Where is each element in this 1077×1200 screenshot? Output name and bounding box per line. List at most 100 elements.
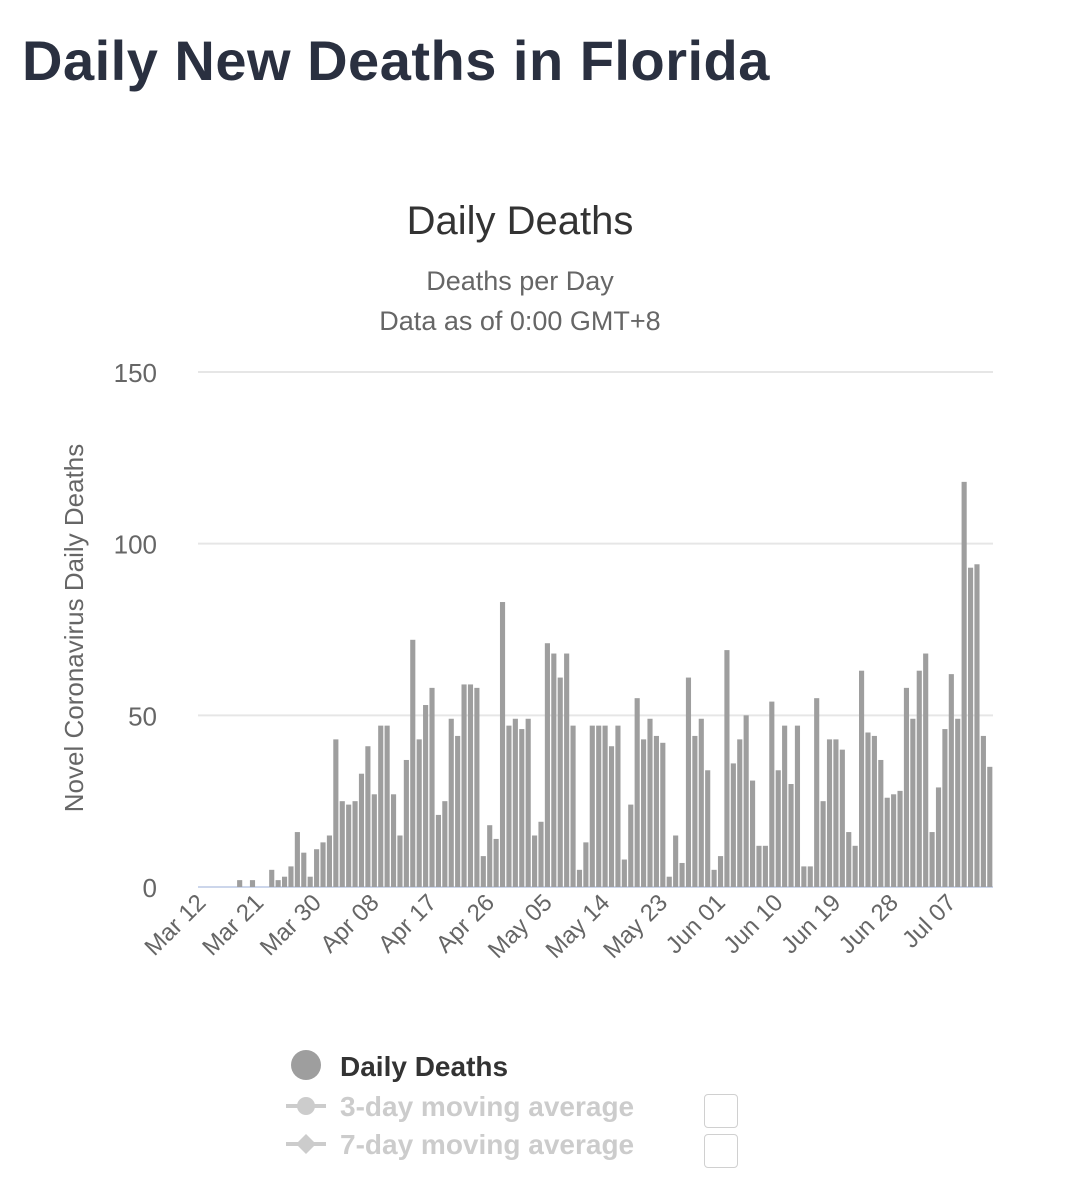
bar[interactable]	[480, 856, 486, 887]
bar[interactable]	[724, 650, 730, 887]
bar[interactable]	[717, 856, 724, 887]
bar[interactable]	[865, 732, 871, 888]
bar[interactable]	[653, 735, 659, 887]
bar[interactable]	[455, 735, 461, 887]
bar[interactable]	[987, 766, 993, 887]
bar[interactable]	[891, 794, 897, 887]
bar[interactable]	[737, 739, 743, 887]
bar[interactable]	[884, 797, 890, 887]
bar[interactable]	[948, 674, 954, 887]
bar[interactable]	[499, 602, 506, 887]
bar[interactable]	[660, 742, 666, 887]
bar[interactable]	[929, 832, 935, 887]
bar[interactable]	[628, 804, 634, 887]
bar[interactable]	[935, 787, 942, 887]
bar[interactable]	[576, 869, 583, 887]
bar[interactable]	[390, 794, 397, 887]
bar[interactable]	[467, 684, 474, 887]
bar[interactable]	[307, 876, 313, 887]
bar[interactable]	[602, 725, 608, 887]
bar[interactable]	[833, 739, 839, 887]
bar[interactable]	[762, 845, 768, 887]
bar[interactable]	[968, 567, 974, 887]
bar[interactable]	[615, 725, 621, 887]
legend-item-daily-deaths[interactable]: Daily Deaths	[291, 1050, 508, 1082]
bar[interactable]	[326, 835, 332, 888]
bar[interactable]	[371, 794, 377, 887]
bar[interactable]	[621, 859, 627, 887]
bar[interactable]	[512, 718, 518, 887]
bar[interactable]	[794, 725, 801, 887]
bar[interactable]	[782, 725, 788, 887]
bar[interactable]	[544, 643, 550, 887]
bar[interactable]	[519, 729, 525, 887]
bar[interactable]	[435, 814, 441, 887]
bar[interactable]	[666, 876, 672, 887]
bar[interactable]	[461, 684, 467, 887]
bar[interactable]	[429, 687, 435, 887]
bar[interactable]	[826, 739, 833, 887]
bar[interactable]	[532, 835, 538, 888]
bar[interactable]	[339, 801, 345, 887]
bar[interactable]	[506, 725, 512, 887]
bar[interactable]	[557, 677, 563, 887]
bar[interactable]	[980, 735, 986, 887]
bar[interactable]	[583, 842, 589, 887]
legend-checkbox-7-day-average[interactable]	[704, 1134, 738, 1168]
bar[interactable]	[647, 718, 653, 887]
bar[interactable]	[320, 842, 326, 887]
bar[interactable]	[423, 705, 429, 887]
bar[interactable]	[923, 653, 929, 887]
bar[interactable]	[314, 849, 320, 887]
bar[interactable]	[525, 718, 531, 887]
bar[interactable]	[641, 739, 647, 887]
bar[interactable]	[442, 801, 448, 887]
bar[interactable]	[878, 759, 884, 887]
bar[interactable]	[564, 653, 570, 887]
bar[interactable]	[589, 725, 595, 887]
bar[interactable]	[378, 725, 384, 887]
bar[interactable]	[852, 845, 858, 887]
bar[interactable]	[897, 790, 903, 887]
bar[interactable]	[814, 698, 820, 887]
bar[interactable]	[730, 763, 736, 887]
bar[interactable]	[679, 862, 685, 887]
bar[interactable]	[743, 715, 749, 887]
bar[interactable]	[538, 821, 544, 887]
bar[interactable]	[910, 718, 916, 887]
bar[interactable]	[756, 845, 762, 887]
bar[interactable]	[705, 770, 711, 887]
bar[interactable]	[365, 746, 371, 887]
bar[interactable]	[955, 718, 961, 887]
bar[interactable]	[596, 725, 602, 887]
bar[interactable]	[570, 725, 576, 887]
bar[interactable]	[846, 832, 852, 887]
bar[interactable]	[859, 670, 865, 887]
bar[interactable]	[801, 866, 807, 887]
bar[interactable]	[397, 835, 403, 888]
bar[interactable]	[384, 725, 390, 887]
bar[interactable]	[698, 718, 704, 887]
bar[interactable]	[269, 869, 275, 887]
bar[interactable]	[750, 780, 756, 887]
bar[interactable]	[608, 746, 615, 887]
bar[interactable]	[807, 866, 813, 887]
bar[interactable]	[711, 869, 717, 887]
legend-item-7-day-average[interactable]: 7-day moving average	[286, 1129, 634, 1160]
bar[interactable]	[474, 687, 480, 887]
bar[interactable]	[410, 639, 416, 887]
bar[interactable]	[820, 801, 826, 887]
bar[interactable]	[346, 804, 352, 887]
bar[interactable]	[249, 880, 256, 887]
bar[interactable]	[352, 801, 358, 887]
bar[interactable]	[673, 835, 679, 888]
bar[interactable]	[275, 880, 281, 887]
bar[interactable]	[237, 880, 243, 887]
bar[interactable]	[942, 729, 948, 887]
bar[interactable]	[294, 832, 300, 887]
bar[interactable]	[416, 739, 422, 887]
bar[interactable]	[301, 852, 307, 887]
bar[interactable]	[358, 773, 365, 887]
bar-series-daily-deaths[interactable]	[237, 481, 993, 888]
bar[interactable]	[487, 825, 493, 887]
